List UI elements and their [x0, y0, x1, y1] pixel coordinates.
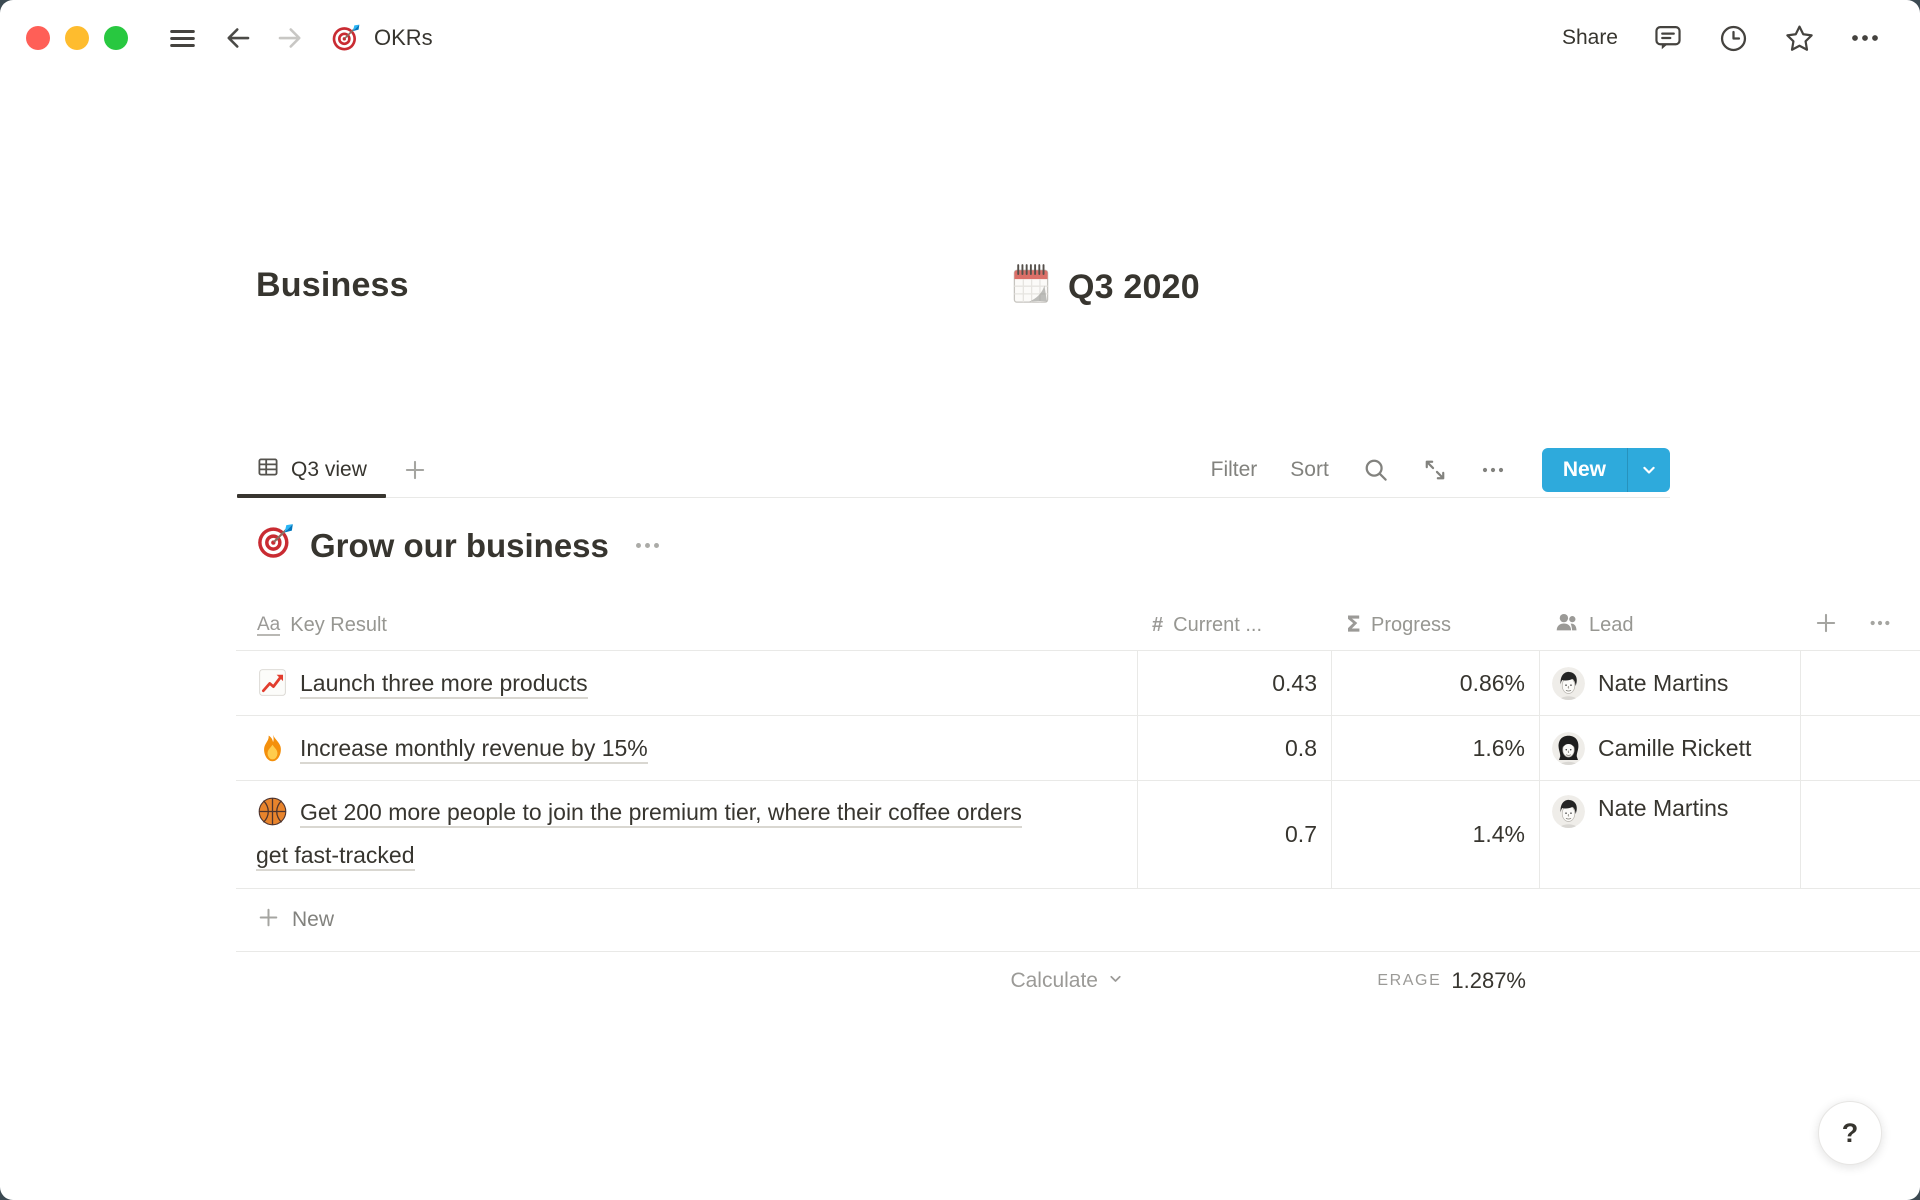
table-header-row: Aa Key Result # Current ... Σ Progress [236, 601, 1920, 651]
window-titlebar: OKRs Share [0, 0, 1920, 76]
cell-progress[interactable]: 1.4% [1332, 781, 1540, 888]
database-view-bar: Q3 view Filter Sort New [237, 442, 1670, 498]
chevron-down-icon [1107, 969, 1124, 993]
cell-lead[interactable]: Nate Martins [1540, 651, 1801, 715]
basketball-emoji [256, 795, 289, 828]
close-window-button[interactable] [26, 26, 50, 50]
add-row-button[interactable]: New [236, 889, 1920, 952]
camille-rickett-avatar [1552, 731, 1585, 765]
nate-martins-avatar [1552, 666, 1585, 700]
minimize-window-button[interactable] [65, 26, 89, 50]
sidebar-toggle-icon[interactable] [168, 24, 197, 53]
search-icon[interactable] [1362, 456, 1389, 483]
column-heading-business[interactable]: Business [256, 266, 409, 304]
view-more-icon[interactable] [1481, 458, 1505, 482]
group-header: Grow our business [256, 522, 661, 569]
new-button-label[interactable]: New [1562, 457, 1606, 481]
fire-emoji [256, 731, 289, 764]
updates-clock-icon[interactable] [1718, 23, 1749, 54]
help-button[interactable]: ? [1818, 1101, 1882, 1165]
cell-key-result[interactable]: Get 200 more people to join the premium … [236, 781, 1138, 888]
sort-button[interactable]: Sort [1290, 457, 1329, 481]
lead-name: Nate Martins [1598, 669, 1729, 696]
comments-icon[interactable] [1653, 23, 1683, 53]
add-column-icon[interactable] [1813, 610, 1839, 642]
column-label: Key Result [290, 614, 387, 636]
title-aa-icon: Aa [257, 613, 281, 637]
column-header-lead[interactable]: Lead [1540, 601, 1801, 650]
breadcrumb[interactable]: OKRs [331, 23, 433, 53]
lead-name: Camille Rickett [1598, 734, 1752, 761]
cell-extra[interactable] [1801, 716, 1920, 780]
cell-current[interactable]: 0.7 [1138, 781, 1332, 888]
column-label: Lead [1589, 614, 1634, 636]
cell-progress[interactable]: 0.86% [1332, 651, 1540, 715]
lead-name: Nate Martins [1598, 795, 1729, 821]
aggregate-value: 1.287% [1451, 968, 1526, 993]
table-row: Increase monthly revenue by 15% 0.8 1.6% [236, 716, 1920, 781]
table-row: Launch three more products 0.43 0.86% [236, 651, 1920, 716]
table-header-extra [1801, 601, 1920, 650]
cell-extra[interactable] [1801, 781, 1920, 888]
plus-icon [256, 905, 281, 936]
key-result-link[interactable]: Get 200 more people to join the premium … [256, 799, 1022, 871]
macos-traffic-lights [26, 26, 128, 50]
add-view-icon[interactable] [402, 457, 428, 483]
target-icon [256, 522, 295, 569]
cell-current[interactable]: 0.43 [1138, 651, 1332, 715]
key-result-link[interactable]: Increase monthly revenue by 15% [300, 734, 648, 764]
cell-key-result[interactable]: Launch three more products [236, 651, 1138, 715]
back-arrow-icon[interactable] [223, 23, 253, 53]
forward-arrow-icon[interactable] [275, 23, 305, 53]
cell-lead[interactable]: Nate Martins [1540, 781, 1801, 888]
more-icon[interactable] [1850, 23, 1880, 53]
favorite-star-icon[interactable] [1784, 23, 1815, 54]
column-header-current[interactable]: # Current ... [1138, 601, 1332, 650]
new-record-button[interactable]: New [1541, 447, 1670, 492]
spiral-calendar-icon [1008, 260, 1054, 315]
view-toolbar: Filter Sort New [1210, 447, 1670, 492]
add-row-label: New [292, 908, 335, 931]
heading-q3-text: Q3 2020 [1068, 268, 1200, 306]
calculate-dropdown[interactable]: Calculate [236, 952, 1138, 1010]
table-row: Get 200 more people to join the premium … [236, 781, 1920, 889]
tab-label: Q3 view [291, 457, 367, 481]
person-icon [1554, 610, 1579, 641]
group-title[interactable]: Grow our business [310, 526, 609, 564]
aggregate-label: ERAGE [1377, 972, 1442, 989]
column-label: Current ... [1173, 614, 1263, 636]
nate-martins-avatar [1552, 795, 1585, 828]
column-header-key-result[interactable]: Aa Key Result [236, 601, 1138, 650]
okr-table: Aa Key Result # Current ... Σ Progress [236, 601, 1920, 1010]
table-footer: Calculate ERAGE 1.287% [236, 952, 1920, 1010]
question-mark-icon: ? [1841, 1117, 1859, 1148]
target-icon [331, 23, 361, 53]
expand-icon[interactable] [1422, 457, 1448, 483]
tab-q3-view[interactable]: Q3 view [237, 442, 386, 498]
key-result-link[interactable]: Launch three more products [300, 669, 588, 699]
share-button[interactable]: Share [1561, 26, 1618, 49]
table-view-icon [256, 455, 280, 485]
group-more-icon[interactable] [634, 532, 661, 559]
filter-button[interactable]: Filter [1210, 457, 1258, 481]
column-header-progress[interactable]: Σ Progress [1332, 601, 1540, 650]
number-hash-icon: # [1152, 614, 1164, 636]
chart-increasing-emoji [256, 666, 289, 699]
chevron-down-icon[interactable] [1627, 447, 1670, 492]
cell-lead[interactable]: Camille Rickett [1540, 716, 1801, 780]
formula-sigma-icon: Σ [1346, 613, 1362, 638]
column-heading-q3[interactable]: Q3 2020 [1008, 260, 1200, 315]
cell-extra[interactable] [1801, 651, 1920, 715]
cell-current[interactable]: 0.8 [1138, 716, 1332, 780]
titlebar-actions: Share [1562, 23, 1880, 54]
cell-key-result[interactable]: Increase monthly revenue by 15% [236, 716, 1138, 780]
table-more-icon[interactable] [1869, 612, 1891, 640]
cell-progress[interactable]: 1.6% [1332, 716, 1540, 780]
column-label: Progress [1371, 614, 1452, 636]
zoom-window-button[interactable] [104, 26, 128, 50]
page-title: OKRs [374, 25, 433, 50]
progress-aggregate[interactable]: ERAGE 1.287% [1332, 952, 1540, 1010]
calculate-label: Calculate [1010, 969, 1098, 992]
